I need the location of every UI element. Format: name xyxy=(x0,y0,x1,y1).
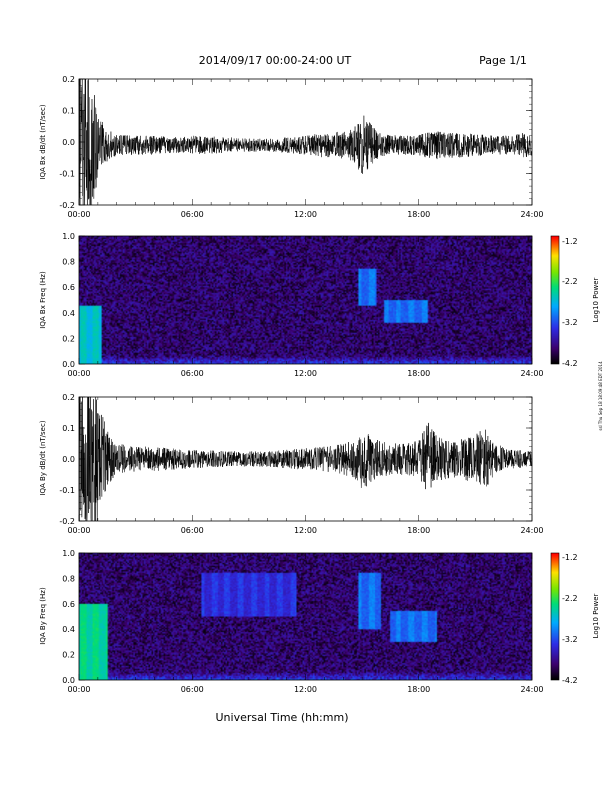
x-tick-label: 06:00 xyxy=(181,526,204,535)
by-colorbar: -1.2 -2.2 -3.2 -4.2 Log10 Power xyxy=(550,552,600,685)
x-tick-label: 12:00 xyxy=(294,526,317,535)
by-spectrogram-xticks: 00:00 06:00 12:00 18:00 24:00 xyxy=(67,553,544,694)
bx-spectrogram-ylabel: IQA Bx Freq (Hz) xyxy=(39,271,47,329)
by-colorbar-label: Log10 Power xyxy=(592,593,600,638)
y-tick-label: -0.1 xyxy=(59,486,75,495)
date-range-title: 2014/09/17 00:00-24:00 UT xyxy=(199,54,352,67)
panel-bx-spectrogram: IQA Bx Freq (Hz) 1.0 0.8 0.6 0.4 0.2 0.0 00:0… xyxy=(39,232,600,378)
y-tick-label: 0.2 xyxy=(62,393,75,402)
y-tick-label: 0.4 xyxy=(62,309,75,318)
y-tick-label: 0.0 xyxy=(62,138,75,147)
by-spectrogram-image xyxy=(79,553,532,680)
by-waveform-xticks: 00:00 06:00 12:00 18:00 24:00 xyxy=(67,397,544,535)
y-tick-label: 0.1 xyxy=(62,107,75,116)
y-tick-label: 0.4 xyxy=(62,625,75,634)
bx-colorbar-tick-3: -3.2 xyxy=(562,318,578,327)
by-spectrogram-ylabel: IQA By Freq (Hz) xyxy=(39,587,47,645)
bx-colorbar-tick-2: -2.2 xyxy=(562,277,578,286)
x-tick-label: 12:00 xyxy=(294,369,317,378)
x-tick-label: 24:00 xyxy=(520,210,543,219)
bx-colorbar-gradient xyxy=(551,236,559,364)
y-tick-label: 0.0 xyxy=(62,455,75,464)
x-tick-label: 00:00 xyxy=(67,685,90,694)
bx-waveform-trace xyxy=(78,78,533,206)
y-tick-label: 0.6 xyxy=(62,283,75,292)
by-colorbar-tick-4: -4.2 xyxy=(562,676,578,685)
x-tick-label: 06:00 xyxy=(181,369,204,378)
y-tick-label: 0.8 xyxy=(62,258,75,267)
bx-waveform-ylabel: IQA Bx dB/dt (nT/sec) xyxy=(39,104,47,179)
panel-by-spectrogram: IQA By Freq (Hz) 1.0 0.8 0.6 0.4 0.2 0.0 00:0… xyxy=(39,549,600,694)
by-colorbar-gradient xyxy=(551,553,559,680)
side-stamp: ssl Thu Sep 18 18:09:48 EDT 2014 xyxy=(598,361,603,431)
page-indicator: Page 1/1 xyxy=(479,54,527,67)
x-tick-label: 18:00 xyxy=(407,526,430,535)
x-tick-label: 06:00 xyxy=(181,210,204,219)
x-tick-label: 00:00 xyxy=(67,526,90,535)
bx-colorbar-tick-4: -4.2 xyxy=(562,359,578,368)
x-tick-label: 18:00 xyxy=(407,210,430,219)
bx-colorbar-frame xyxy=(550,235,560,365)
y-tick-label: -0.2 xyxy=(59,517,75,526)
x-tick-label: 24:00 xyxy=(520,526,543,535)
y-tick-label: 0.8 xyxy=(62,574,75,583)
y-tick-label: 0.0 xyxy=(62,676,75,685)
bx-colorbar-label: Log10 Power xyxy=(592,277,600,322)
by-colorbar-tick-3: -3.2 xyxy=(562,635,578,644)
by-waveform-trace xyxy=(78,396,533,522)
bx-waveform-yticks: 0.2 0.1 0.0 -0.1 -0.2 xyxy=(59,75,532,210)
by-colorbar-frame xyxy=(550,552,560,681)
y-tick-label: 0.1 xyxy=(62,424,75,433)
y-tick-label: 1.0 xyxy=(62,232,75,241)
x-tick-label: 00:00 xyxy=(67,210,90,219)
x-tick-label: 18:00 xyxy=(407,369,430,378)
panel-by-waveform: IQA By dB/dt (nT/sec) 0.20.10.0-0.1-0.2 … xyxy=(39,393,544,535)
x-tick-label: 06:00 xyxy=(181,685,204,694)
bx-spectrogram-image xyxy=(79,236,532,364)
panel-bx-waveform: IQA Bx dB/dt (nT/sec) 0.20.10.0-0.1-0.2 … xyxy=(39,75,544,219)
x-tick-label: 18:00 xyxy=(407,685,430,694)
x-tick-label: 12:00 xyxy=(294,210,317,219)
y-tick-label: -0.1 xyxy=(59,170,75,179)
y-tick-label: 1.0 xyxy=(62,549,75,558)
y-tick-label: -0.2 xyxy=(59,201,75,210)
y-tick-label: 0.2 xyxy=(62,75,75,84)
x-axis-label: Universal Time (hh:mm) xyxy=(216,711,349,724)
x-tick-label: 12:00 xyxy=(294,685,317,694)
by-waveform-ylabel: IQA By dB/dt (nT/sec) xyxy=(39,420,47,495)
y-tick-label: 0.6 xyxy=(62,600,75,609)
bx-colorbar-tick-1: -1.2 xyxy=(562,237,578,246)
bx-waveform-xticks: 00:00 06:00 12:00 18:00 24:00 xyxy=(67,79,544,219)
by-colorbar-tick-2: -2.2 xyxy=(562,594,578,603)
x-tick-label: 00:00 xyxy=(67,369,90,378)
y-tick-label: 0.2 xyxy=(62,651,75,660)
y-tick-label: 0.0 xyxy=(62,360,75,369)
x-tick-label: 24:00 xyxy=(520,685,543,694)
bx-colorbar: -1.2 -2.2 -3.2 -4.2 Log10 Power xyxy=(550,235,600,368)
x-tick-label: 24:00 xyxy=(520,369,543,378)
bx-spectrogram-xticks: 00:00 06:00 12:00 18:00 24:00 xyxy=(67,236,544,378)
by-colorbar-tick-1: -1.2 xyxy=(562,553,578,562)
y-tick-label: 0.2 xyxy=(62,334,75,343)
